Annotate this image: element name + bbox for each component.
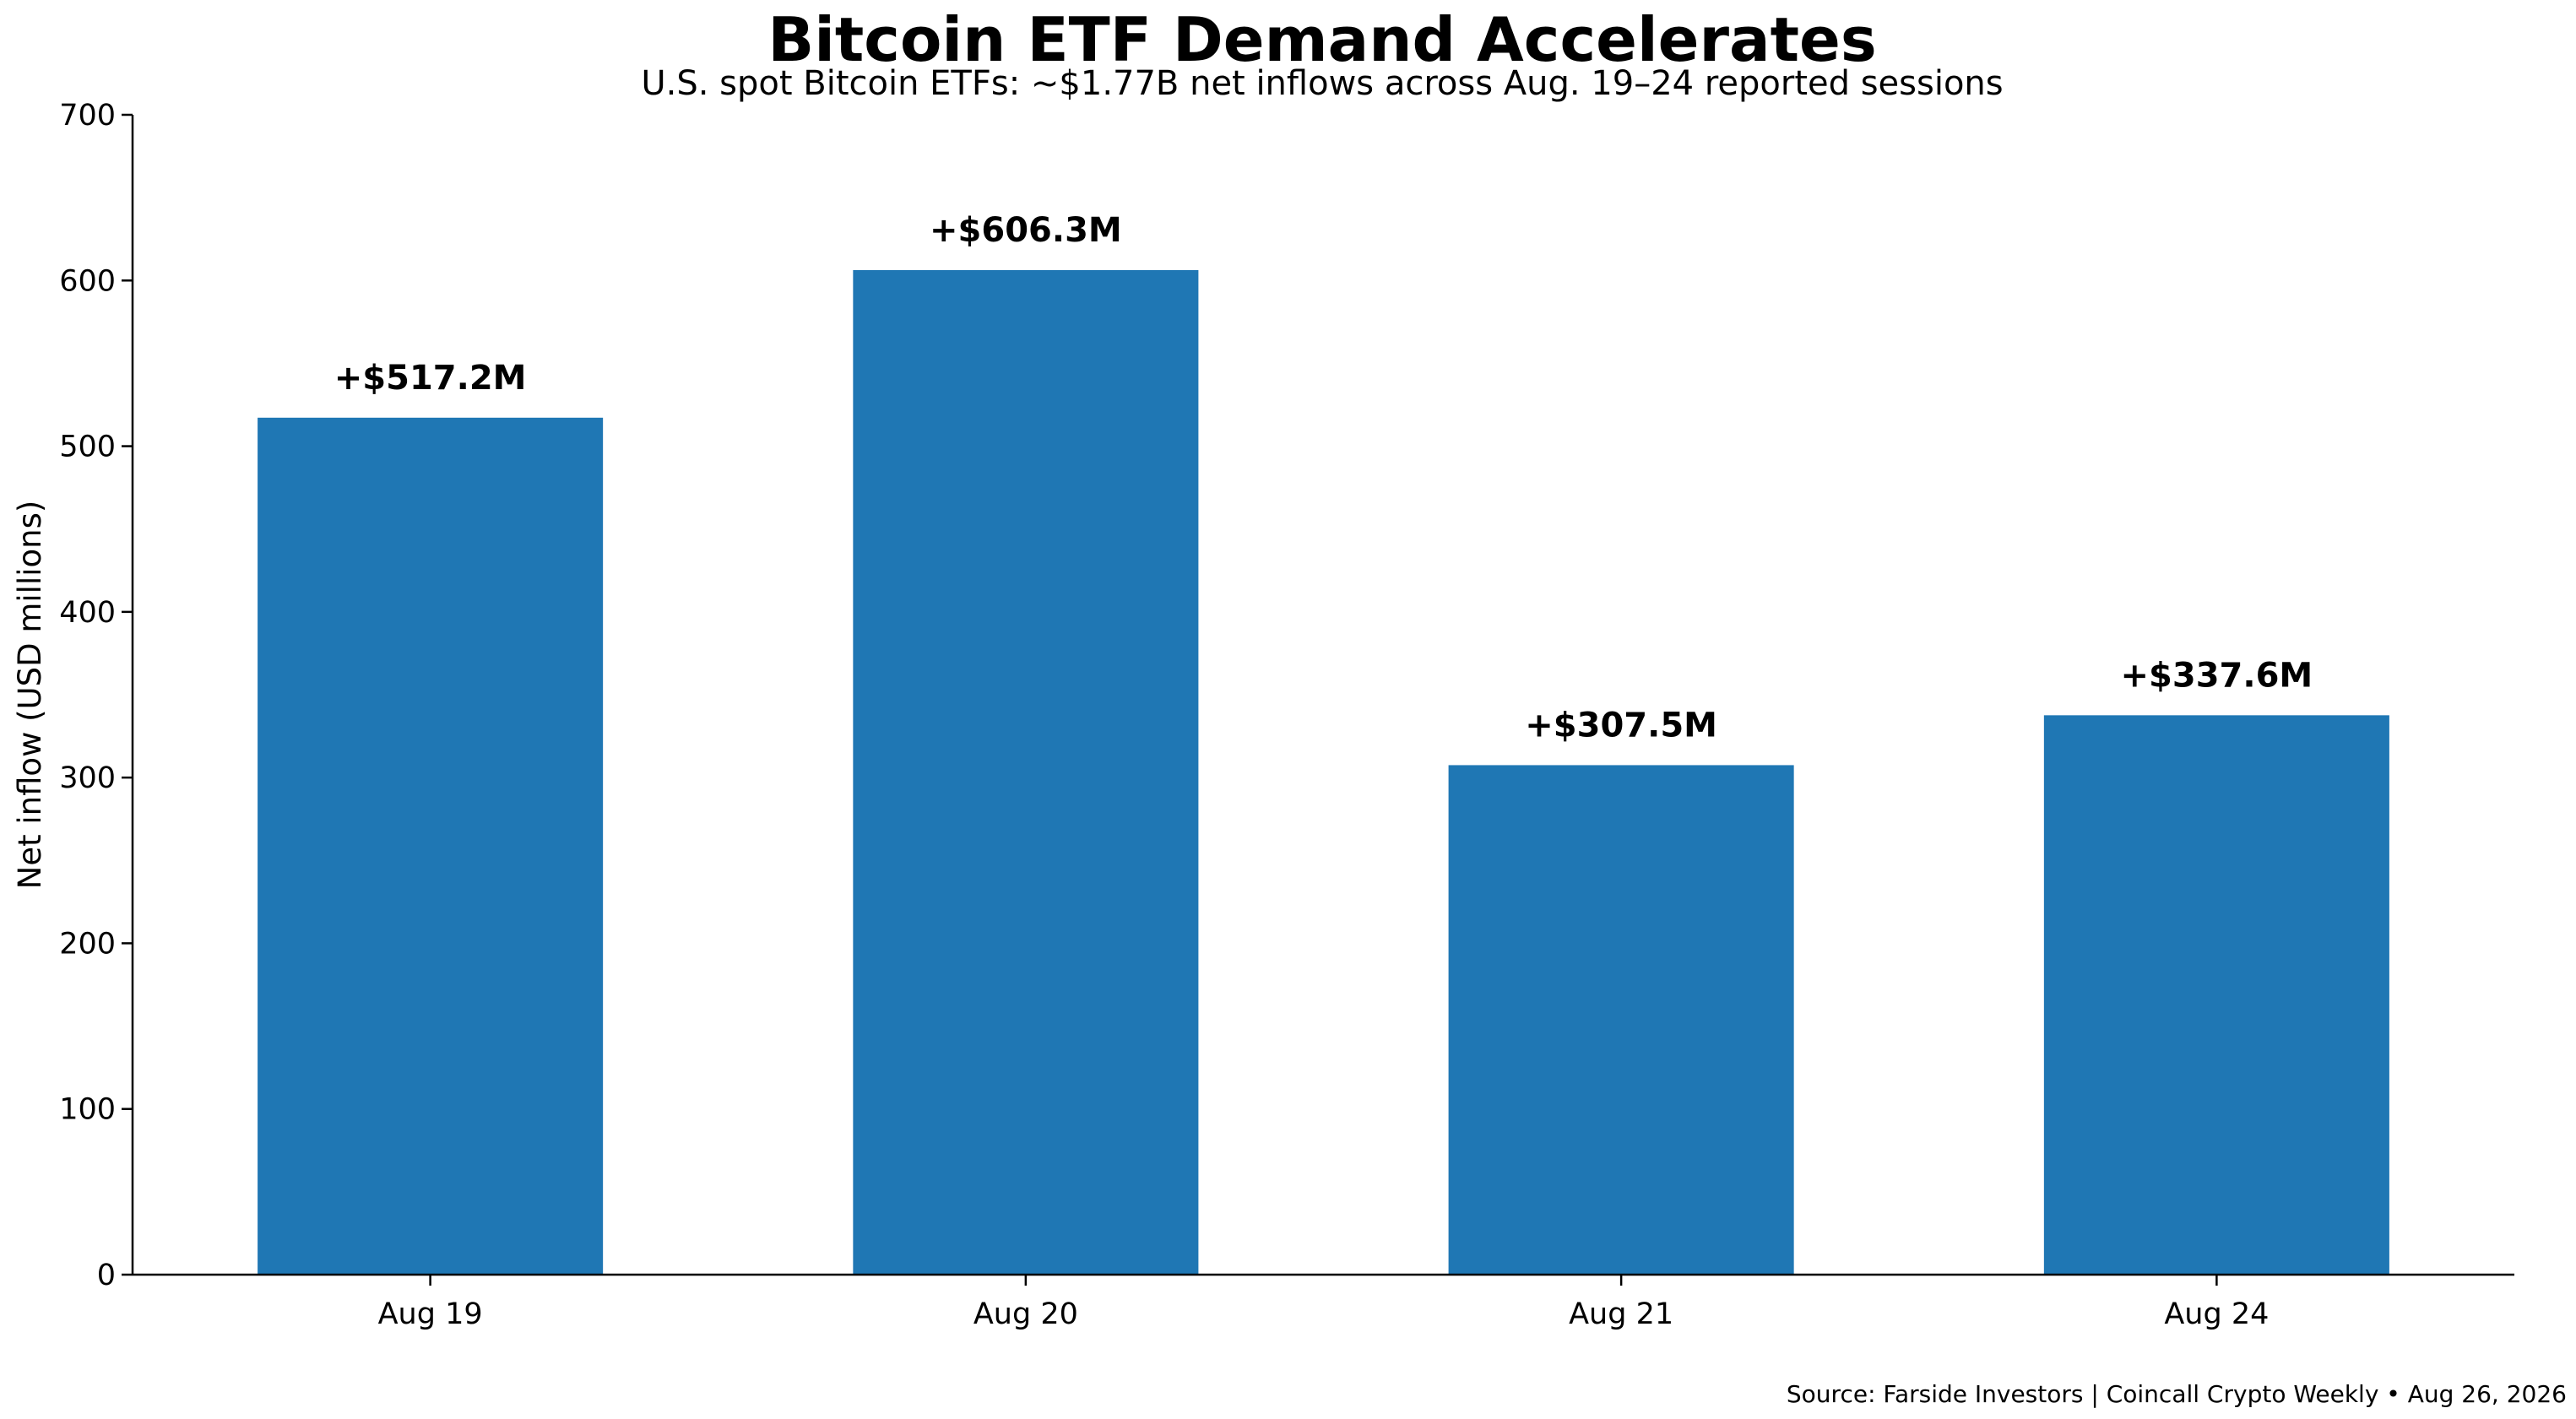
bar (1448, 765, 1794, 1275)
bar (258, 417, 604, 1275)
x-tick-label: Aug 20 (973, 1297, 1078, 1331)
bar (2043, 715, 2389, 1275)
data-label: +$517.2M (334, 359, 527, 398)
x-tick-label: Aug 19 (378, 1297, 483, 1331)
x-tick-label: Aug 21 (1569, 1297, 1673, 1331)
data-label: +$606.3M (930, 211, 1122, 250)
chart-title: Bitcoin ETF Demand Accelerates (767, 4, 1876, 75)
y-tick-label: 0 (97, 1259, 116, 1292)
y-tick-label: 200 (59, 927, 116, 961)
data-label: +$307.5M (1525, 706, 1717, 745)
bar (853, 269, 1199, 1275)
y-tick-label: 700 (59, 99, 116, 133)
y-axis-label: Net inflow (USD millions) (12, 501, 48, 890)
y-tick-label: 400 (59, 596, 116, 630)
data-label: +$337.6M (2121, 656, 2313, 695)
y-tick-label: 500 (59, 431, 116, 464)
y-tick-label: 100 (59, 1093, 116, 1127)
y-tick-label: 300 (59, 761, 116, 795)
chart-subtitle: U.S. spot Bitcoin ETFs: ~$1.77B net infl… (641, 64, 2003, 103)
x-tick-label: Aug 24 (2164, 1297, 2269, 1331)
y-tick-label: 600 (59, 264, 116, 298)
source-note: Source: Farside Investors | Coincall Cry… (1787, 1380, 2567, 1408)
plot-area: 0 100 200 300 400 500 600 700 Aug 19 +$517.2M Aug … (59, 99, 2389, 1331)
